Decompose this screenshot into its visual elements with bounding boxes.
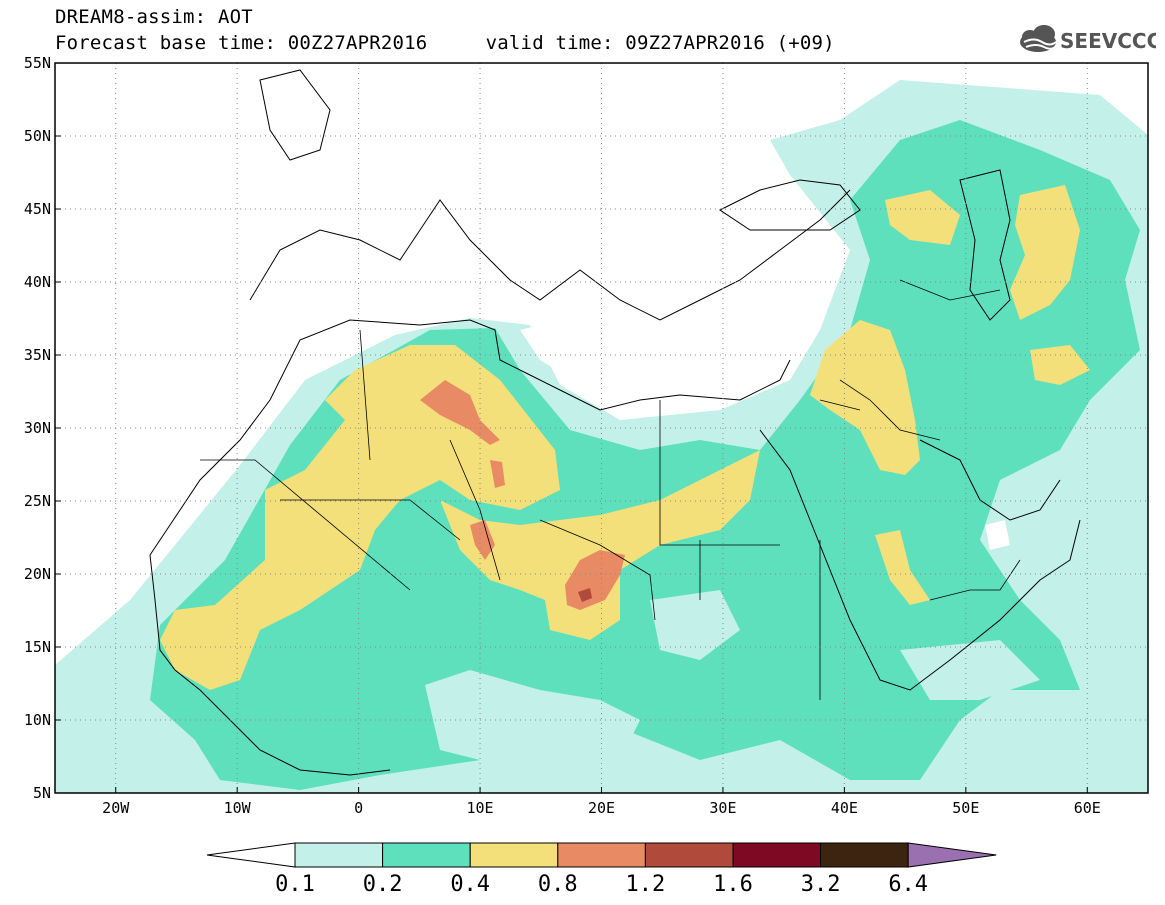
longitude-label: 20E [588, 799, 615, 817]
colorbar-segment [732, 842, 822, 868]
colorbar-segment [557, 842, 646, 868]
longitude-label: 10E [467, 799, 494, 817]
colorbar-over-arrow [907, 842, 997, 868]
longitude-label: 0 [354, 799, 363, 817]
colorbar-label: 1.2 [626, 872, 666, 897]
coastline-north-africa [149, 319, 791, 556]
longitude-label: 10W [224, 799, 252, 817]
aot-band-0.1-inset-2 [650, 590, 740, 660]
longitude-label: 50E [952, 799, 979, 817]
coastline-black-sea [719, 179, 861, 231]
colorbar-label: 1.6 [713, 872, 753, 897]
coastline-red-sea [759, 429, 1081, 691]
latitude-label: 15N [24, 638, 51, 656]
aot-band-0.1-inset-3 [900, 640, 1040, 700]
longitude-label: 40E [831, 799, 858, 817]
colorbar-label: 0.8 [538, 872, 578, 897]
longitude-label: 60E [1074, 799, 1101, 817]
aot-band-0.8-niger [470, 520, 495, 560]
coastline-west-africa [149, 554, 391, 776]
red-sea-clear [985, 520, 1010, 550]
colorbar-under-arrow [206, 842, 296, 868]
border-lines-middle-east [819, 279, 1021, 601]
aot-band-0.4-caucasus [885, 190, 960, 245]
aot-band-0.2 [150, 120, 1140, 790]
map-title: DREAM8-assim: AOT [55, 6, 253, 28]
aot-band-0.4-arabia [875, 530, 930, 605]
latitude-label: 25N [24, 492, 51, 510]
latitude-label: 45N [24, 200, 51, 218]
longitude-label: 20W [102, 799, 130, 817]
borders [200, 279, 1021, 700]
longitude-label: 30E [709, 799, 736, 817]
latitude-label: 50N [24, 127, 51, 145]
coastline-europe [249, 189, 851, 321]
latitude-label: 20N [24, 565, 51, 583]
cloud-icon [1020, 25, 1057, 52]
aot-band-0.4-caspian [1010, 185, 1080, 320]
colorbar-label: 3.2 [801, 872, 841, 897]
forecast-time-line: Forecast base time: 00Z27APR2016 valid t… [55, 32, 835, 54]
colorbar-label: 6.4 [888, 872, 928, 897]
colorbar-label: 0.1 [275, 872, 315, 897]
latitude-label: 40N [24, 273, 51, 291]
aot-band-0.1-inset [425, 670, 640, 770]
aot-field [55, 80, 1148, 793]
latitude-label: 5N [33, 784, 51, 802]
aot-colorbar: 0.1 0.2 0.4 0.8 1.2 1.6 3.2 6.4 [206, 842, 997, 897]
colorbar-segment [644, 842, 734, 868]
colorbar-segment [382, 842, 471, 868]
colorbar-segment [294, 842, 384, 868]
latitude-label: 55N [24, 54, 51, 72]
aot-band-0.4-west [160, 345, 560, 690]
logo-text: SEEVCCC [1060, 29, 1156, 53]
seevccc-logo: SEEVCCC [1020, 25, 1156, 53]
coastline-british-isles [259, 69, 331, 161]
longitude-labels: 20W 10W 0 10E 20E 30E 40E 50E 60E [102, 787, 1101, 817]
coastline-caspian [959, 169, 1011, 321]
colorbar-label: 0.2 [363, 872, 403, 897]
border-lines-africa [200, 329, 821, 700]
colorbar-segment [820, 842, 909, 868]
aot-band-1.2 [578, 588, 592, 602]
latitude-label: 35N [24, 346, 51, 364]
latitude-label: 30N [24, 419, 51, 437]
coastlines [149, 69, 1081, 776]
lat-lon-grid [55, 63, 1148, 793]
aot-band-0.4-iraq [810, 320, 920, 475]
aot-band-0.8-libya [490, 460, 505, 488]
coastline-gulf [919, 439, 1061, 521]
latitude-label: 10N [24, 711, 51, 729]
colorbar-label: 0.4 [450, 872, 490, 897]
colorbar-segment [469, 842, 559, 868]
latitude-labels: 55N 50N 45N 40N 35N 30N 25N 20N 15N 10N 5N [24, 54, 61, 802]
